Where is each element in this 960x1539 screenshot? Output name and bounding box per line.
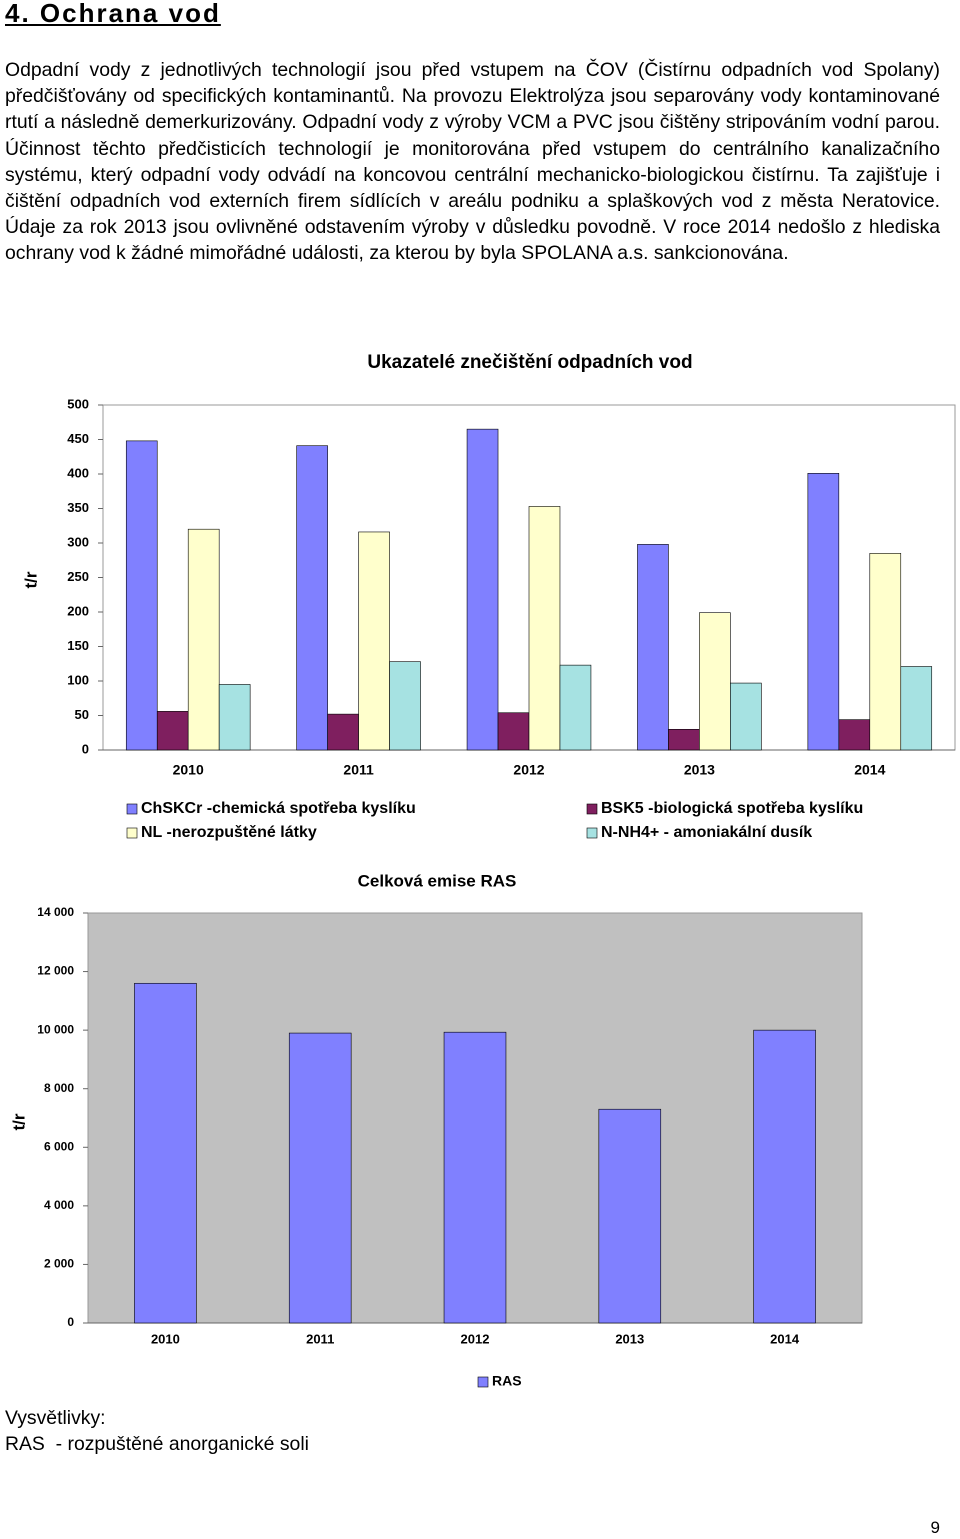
x-tick-label: 2011 xyxy=(306,1331,334,1346)
bar xyxy=(296,445,328,751)
y-tick-label: 400 xyxy=(67,465,89,480)
bar xyxy=(838,719,871,751)
x-tick-label: 2014 xyxy=(770,1331,800,1346)
bar xyxy=(497,712,530,751)
bar xyxy=(327,713,359,751)
chart-title: Ukazatelé znečištění odpadních vod xyxy=(367,352,692,373)
legend-label: ChSKCr -chemická spotřeba kyslíku xyxy=(141,800,416,817)
y-tick-label: 300 xyxy=(67,534,89,549)
bar xyxy=(730,682,762,751)
y-tick-label: 200 xyxy=(67,603,89,618)
y-axis-label: t/r xyxy=(9,1113,28,1130)
bar xyxy=(528,506,561,751)
legend-label: NL -nerozpuštěné látky xyxy=(141,824,317,841)
bar xyxy=(668,728,700,751)
x-tick-label: 2012 xyxy=(461,1331,490,1346)
bar xyxy=(559,664,592,751)
chart-title: Celková emise RAS xyxy=(358,871,517,890)
bar xyxy=(358,531,390,751)
x-tick-label: 2010 xyxy=(173,762,204,778)
bar xyxy=(218,684,251,751)
y-tick-label: 50 xyxy=(75,707,89,722)
legend-swatch xyxy=(126,827,138,839)
y-tick-label: 500 xyxy=(67,396,89,411)
notes-title: Vysvětlivky: xyxy=(5,1407,106,1429)
bar xyxy=(443,1031,507,1324)
y-tick-label: 12 000 xyxy=(37,964,74,978)
page-number: 9 xyxy=(930,1518,940,1537)
bar xyxy=(156,711,189,751)
legend-swatch xyxy=(126,803,138,815)
x-tick-label: 2011 xyxy=(343,762,374,778)
y-tick-label: 250 xyxy=(67,569,89,584)
x-tick-label: 2012 xyxy=(513,762,544,778)
legend-swatch xyxy=(586,827,598,839)
y-tick-label: 8 000 xyxy=(44,1081,74,1095)
bar xyxy=(288,1032,352,1324)
y-tick-label: 4 000 xyxy=(44,1198,74,1212)
y-tick-label: 2 000 xyxy=(44,1257,74,1271)
bar xyxy=(869,553,902,751)
bar xyxy=(900,666,933,751)
y-tick-label: 100 xyxy=(67,672,89,687)
bar xyxy=(125,440,158,751)
legend-label: RAS xyxy=(492,1373,522,1389)
legend-label: BSK5 -biologická spotřeba kyslíku xyxy=(601,800,863,817)
bar xyxy=(134,982,197,1324)
notes: Vysvětlivky: RAS - rozpuštěné anorganick… xyxy=(5,1405,309,1457)
bar xyxy=(466,428,499,751)
x-tick-label: 2013 xyxy=(684,762,715,778)
y-axis-label: t/r xyxy=(21,571,40,588)
x-tick-label: 2010 xyxy=(151,1331,180,1346)
paragraph: Odpadní vody z jednotlivých technologií … xyxy=(5,59,940,265)
note-item: RAS - rozpuštěné anorganické soli xyxy=(5,1433,309,1455)
y-tick-label: 10 000 xyxy=(37,1022,74,1036)
bar xyxy=(807,473,840,751)
y-tick-label: 6 000 xyxy=(44,1139,74,1153)
y-tick-label: 450 xyxy=(67,431,89,446)
x-tick-label: 2014 xyxy=(854,762,885,778)
bar xyxy=(187,528,220,751)
legend-swatch xyxy=(477,1376,489,1388)
y-tick-label: 0 xyxy=(67,1315,74,1329)
bar xyxy=(637,544,669,751)
y-tick-label: 14 000 xyxy=(37,905,74,919)
y-tick-label: 0 xyxy=(82,741,89,756)
bar xyxy=(598,1108,662,1324)
bar xyxy=(753,1029,816,1324)
legend-swatch xyxy=(586,803,598,815)
heading: 4. Ochrana vod xyxy=(5,0,221,28)
bar xyxy=(389,661,421,751)
y-tick-label: 150 xyxy=(67,638,89,653)
x-tick-label: 2013 xyxy=(615,1331,644,1346)
y-tick-label: 350 xyxy=(67,500,89,515)
legend-label: N-NH4+ - amoniakální dusík xyxy=(601,824,812,841)
bar xyxy=(699,612,731,751)
